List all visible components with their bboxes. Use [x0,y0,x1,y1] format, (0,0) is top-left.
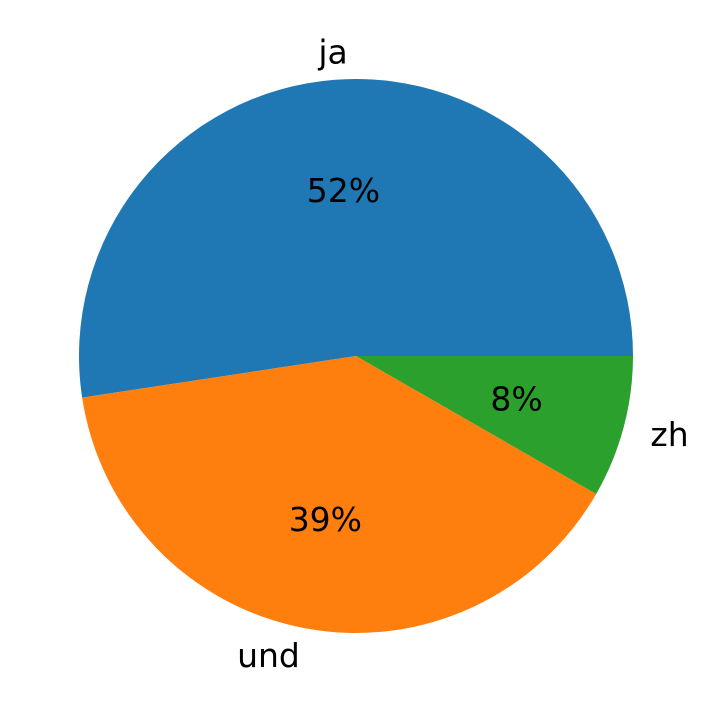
slice-percent-ja: 52% [307,171,380,210]
labels-layer: ja 52% und 39% zh 8% [237,33,689,675]
slice-label-zh: zh [650,415,688,454]
slice-percent-zh: 8% [490,379,542,418]
slice-label-ja: ja [317,33,347,72]
slice-percent-und: 39% [289,500,362,539]
slices-layer [78,78,633,633]
pie-slice-zh [356,356,633,494]
pie-slice-ja [78,78,633,398]
slice-label-und: und [237,636,300,675]
pie-slice-und [82,356,597,633]
